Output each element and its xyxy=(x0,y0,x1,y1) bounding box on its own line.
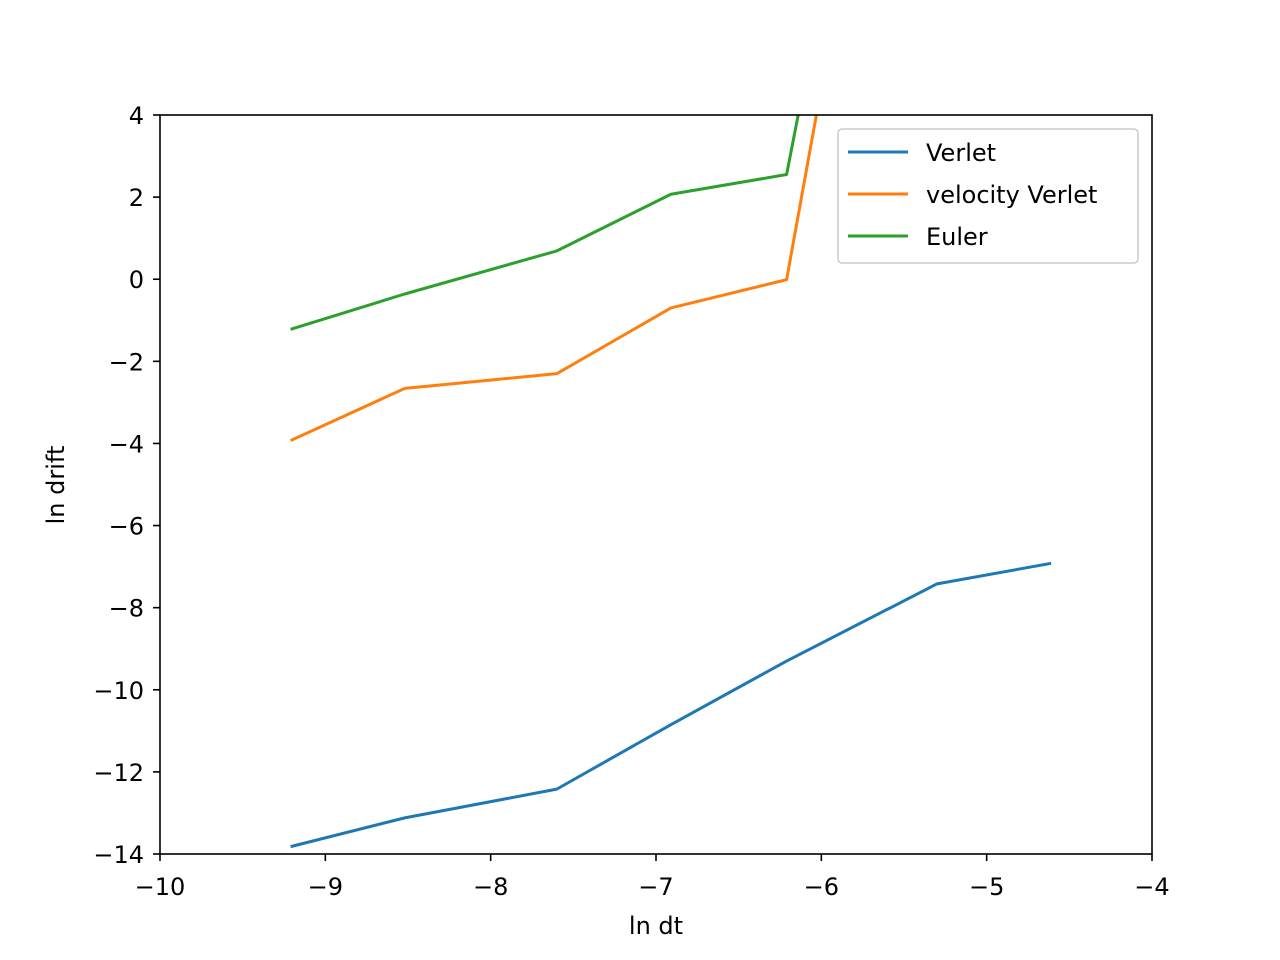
x-tick-label: −7 xyxy=(638,873,673,901)
x-tick-label: −6 xyxy=(804,873,839,901)
x-axis-label: ln dt xyxy=(629,912,683,940)
y-axis-ticks: −14 −12 −10 −8 −6 −4 −2 0 2 4 xyxy=(93,102,160,869)
x-tick-label: −5 xyxy=(969,873,1004,901)
legend-label-verlet: Verlet xyxy=(926,139,996,167)
x-tick-label: −10 xyxy=(135,873,186,901)
legend-label-euler: Euler xyxy=(926,223,988,251)
legend-label-velocity-verlet: velocity Verlet xyxy=(926,181,1097,209)
y-tick-label: −14 xyxy=(93,841,144,869)
legend-box xyxy=(837,128,1139,264)
y-tick-label: −4 xyxy=(109,430,144,458)
legend: Verlet velocity Verlet Euler xyxy=(837,128,1139,264)
x-tick-label: −9 xyxy=(308,873,343,901)
x-axis-ticks: −10 −9 −8 −7 −6 −5 −4 xyxy=(135,854,1170,901)
series-line-euler xyxy=(290,115,800,331)
x-tick-label: −8 xyxy=(473,873,508,901)
y-tick-label: −6 xyxy=(109,513,144,541)
x-tick-label: −4 xyxy=(1134,873,1169,901)
y-tick-label: −10 xyxy=(93,677,144,705)
series-line-verlet xyxy=(290,561,1052,849)
series-line-velocity-verlet xyxy=(289,115,818,442)
y-tick-label: −8 xyxy=(109,595,144,623)
y-tick-label: 4 xyxy=(129,102,144,130)
y-tick-label: −12 xyxy=(93,759,144,787)
y-tick-label: −2 xyxy=(109,348,144,376)
y-axis-label: ln drift xyxy=(42,446,70,525)
y-tick-label: 0 xyxy=(129,266,144,294)
y-tick-label: 2 xyxy=(129,184,144,212)
series-layer xyxy=(289,115,1052,849)
